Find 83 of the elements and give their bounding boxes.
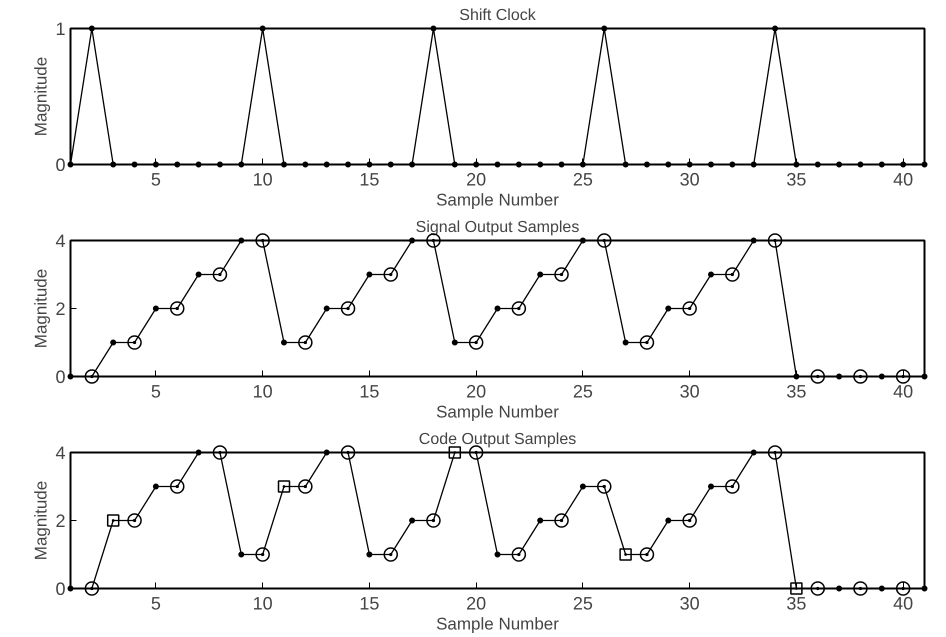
point <box>793 374 800 380</box>
chart-title: Code Output Samples <box>418 431 576 448</box>
y-tick-label: 0 <box>55 155 66 175</box>
point <box>110 340 116 346</box>
x-axis-title: Sample Number <box>436 190 560 210</box>
point <box>366 552 372 558</box>
y-tick-label: 0 <box>55 367 66 387</box>
y-tick-label: 0 <box>55 579 66 599</box>
x-tick-label: 40 <box>893 170 914 190</box>
point <box>238 238 244 244</box>
x-tick-label: 5 <box>150 594 161 614</box>
x-tick-label: 20 <box>466 170 486 190</box>
x-axis-title: Sample Number <box>436 614 560 634</box>
point <box>922 374 928 380</box>
x-tick-label: 15 <box>359 594 380 614</box>
point <box>878 586 885 592</box>
point <box>278 480 290 493</box>
x-tick-label: 30 <box>680 170 700 190</box>
x-tick-label: 15 <box>359 382 380 402</box>
point <box>922 586 928 592</box>
point <box>836 374 842 380</box>
point <box>409 518 416 524</box>
point <box>324 306 330 312</box>
point <box>196 272 202 278</box>
point <box>196 450 202 456</box>
x-tick-label: 15 <box>359 170 380 190</box>
y-tick-label: 4 <box>55 443 66 463</box>
x-tick-label: 40 <box>893 594 914 614</box>
x-tick-label: 5 <box>150 382 161 402</box>
point <box>708 272 714 278</box>
point <box>708 484 714 490</box>
point <box>580 484 586 490</box>
y-tick-label: 1 <box>55 19 66 39</box>
point <box>409 238 416 244</box>
point <box>448 446 462 459</box>
point <box>537 518 544 524</box>
point <box>619 548 632 561</box>
point <box>152 484 159 490</box>
point <box>790 582 803 595</box>
point <box>366 272 372 278</box>
x-tick-label: 35 <box>786 382 806 402</box>
x-axis-title: Sample Number <box>436 402 560 422</box>
chart-title: Signal Output Samples <box>416 219 580 236</box>
x-tick-label: 25 <box>572 382 593 402</box>
y-tick-label: 2 <box>55 299 66 319</box>
x-tick-label: 5 <box>150 170 161 190</box>
y-tick-label: 2 <box>55 511 66 531</box>
point <box>452 340 458 346</box>
y-axis-title: Magnitude <box>31 56 50 136</box>
x-tick-label: 30 <box>680 382 700 402</box>
x-tick-label: 20 <box>466 382 486 402</box>
x-tick-label: 10 <box>252 594 273 614</box>
x-tick-label: 25 <box>572 170 593 190</box>
point <box>665 306 672 312</box>
point <box>68 374 74 380</box>
x-tick-label: 35 <box>786 170 806 190</box>
y-axis-title: Magnitude <box>31 480 50 560</box>
point <box>494 552 500 558</box>
x-tick-label: 20 <box>466 594 486 614</box>
point <box>580 238 586 244</box>
point <box>622 340 629 346</box>
x-tick-label: 25 <box>572 594 593 614</box>
point <box>836 586 842 592</box>
point <box>750 238 757 244</box>
point <box>750 450 757 456</box>
x-tick-label: 35 <box>786 594 806 614</box>
point <box>281 340 287 346</box>
x-tick-label: 10 <box>252 382 273 402</box>
y-tick-label: 4 <box>55 231 66 251</box>
point <box>152 306 159 312</box>
x-tick-label: 30 <box>680 594 700 614</box>
x-tick-label: 40 <box>893 382 914 402</box>
chart-title: Shift Clock <box>459 7 537 24</box>
x-tick-label: 10 <box>252 170 273 190</box>
point <box>878 374 885 380</box>
point <box>106 514 120 527</box>
point <box>494 306 500 312</box>
point <box>68 586 74 592</box>
point <box>537 272 544 278</box>
y-axis-title: Magnitude <box>31 268 50 348</box>
point <box>324 450 330 456</box>
point <box>238 552 244 558</box>
point <box>665 518 672 524</box>
